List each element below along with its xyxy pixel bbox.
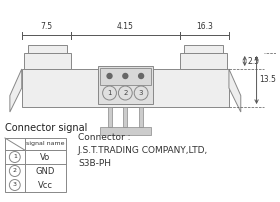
Text: 4.15: 4.15 (117, 22, 134, 31)
Text: Vo: Vo (40, 153, 50, 162)
Bar (139, 107, 143, 127)
Text: 7.5: 7.5 (40, 22, 52, 31)
Bar (22, 69, 229, 107)
Bar (184, 45, 223, 53)
Text: 3: 3 (139, 90, 143, 96)
Circle shape (107, 74, 112, 79)
Text: Connector signal: Connector signal (5, 123, 87, 133)
Text: 1: 1 (107, 90, 112, 96)
Text: signal name: signal name (26, 141, 65, 146)
Polygon shape (229, 69, 241, 112)
Text: J.S.T.TRADING COMPANY,LTD,: J.S.T.TRADING COMPANY,LTD, (78, 146, 208, 155)
Bar (98, 66, 153, 104)
Text: 13.5: 13.5 (260, 76, 276, 84)
Bar (108, 107, 111, 127)
Text: S3B-PH: S3B-PH (78, 159, 111, 168)
Bar (24, 53, 71, 69)
Text: Connector :: Connector : (78, 133, 130, 142)
Text: 3: 3 (13, 182, 17, 187)
Bar (100, 127, 151, 135)
Text: GND: GND (36, 166, 55, 176)
Bar (179, 53, 227, 69)
Text: 2: 2 (123, 90, 127, 96)
Bar (28, 45, 67, 53)
Circle shape (123, 74, 128, 79)
Polygon shape (10, 69, 22, 112)
Bar (123, 107, 127, 127)
Text: 16.3: 16.3 (196, 22, 213, 31)
Text: 2.5: 2.5 (248, 57, 260, 65)
Text: Vcc: Vcc (38, 181, 53, 189)
Circle shape (139, 74, 144, 79)
Text: 1: 1 (13, 155, 17, 160)
Bar (5, 138, 66, 192)
Text: 2: 2 (13, 168, 17, 174)
Bar (100, 68, 151, 85)
